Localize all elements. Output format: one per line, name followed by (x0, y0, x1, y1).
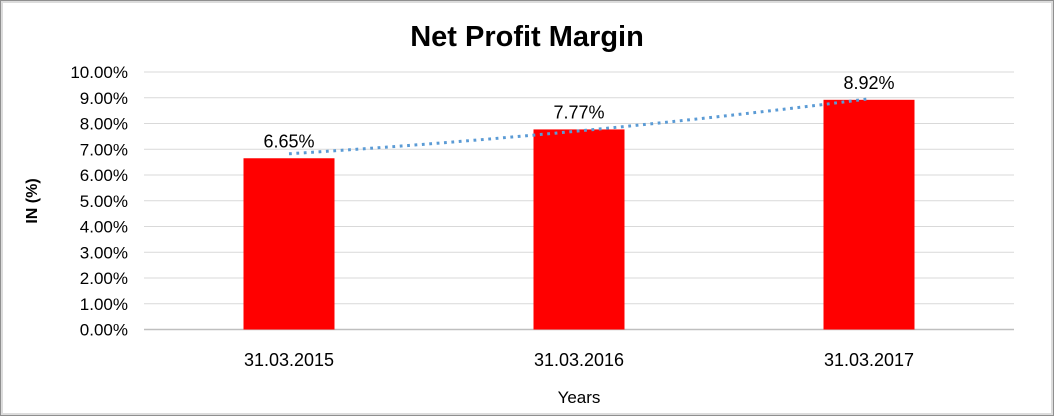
y-tick-label: 2.00% (80, 269, 128, 288)
y-tick-label: 10.00% (70, 63, 128, 82)
bar-31.03.2017[interactable] (823, 99, 915, 330)
chart-title: Net Profit Margin (410, 21, 644, 53)
bar-value-label: 7.77% (553, 102, 604, 122)
bar-value-label: 8.92% (843, 73, 894, 93)
y-tick-label: 3.00% (80, 243, 128, 262)
x-axis-title: Years (557, 388, 601, 407)
bar-31.03.2016[interactable] (533, 129, 625, 330)
y-tick-label: 7.00% (80, 140, 128, 159)
y-tick-label: 4.00% (80, 218, 128, 237)
y-tick-label: 8.00% (80, 115, 128, 134)
y-tick-label: 9.00% (80, 89, 128, 108)
y-tick-label: 0.00% (80, 321, 128, 340)
bar-value-label: 6.65% (263, 131, 314, 151)
x-tick-label: 31.03.2015 (244, 350, 334, 370)
trendline[interactable] (288, 97, 870, 156)
y-tick-label: 1.00% (80, 295, 128, 314)
x-tick-label: 31.03.2016 (534, 350, 624, 370)
bar-31.03.2015[interactable] (243, 158, 335, 330)
y-tick-label: 6.00% (80, 166, 128, 185)
y-tick-label: 5.00% (80, 192, 128, 211)
x-tick-label: 31.03.2017 (824, 350, 914, 370)
